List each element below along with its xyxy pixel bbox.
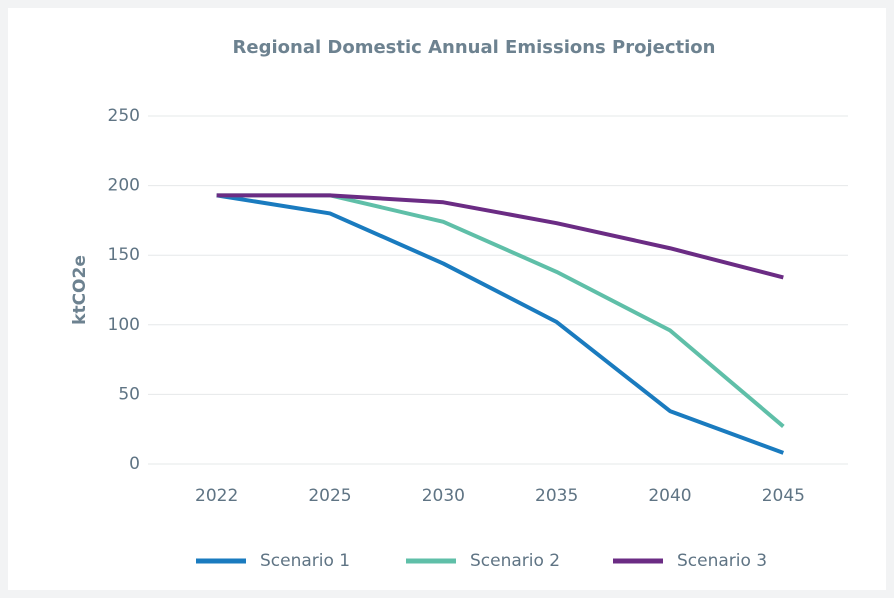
x-tick-label: 2045: [762, 486, 805, 506]
y-tick-label: 250: [108, 106, 140, 126]
y-axis-label: ktCO2e: [70, 255, 90, 325]
x-tick-label: 2030: [422, 486, 465, 506]
x-tick-label: 2025: [308, 486, 351, 506]
x-tick-label: 2022: [195, 486, 238, 506]
y-tick-label: 50: [118, 384, 140, 404]
legend-label: Scenario 3: [677, 551, 767, 571]
x-tick-label: 2035: [535, 486, 578, 506]
x-tick-label: 2040: [648, 486, 691, 506]
legend-label: Scenario 1: [260, 551, 350, 571]
panel: [8, 8, 886, 590]
chart-title: Regional Domestic Annual Emissions Proje…: [233, 37, 716, 58]
series-line: [216, 193, 784, 280]
legend-label: Scenario 2: [470, 551, 560, 571]
y-tick-label: 0: [129, 454, 140, 474]
y-tick-label: 200: [108, 176, 140, 196]
y-tick-label: 150: [108, 245, 140, 265]
y-tick-label: 100: [108, 315, 140, 335]
series-line: [216, 193, 785, 455]
